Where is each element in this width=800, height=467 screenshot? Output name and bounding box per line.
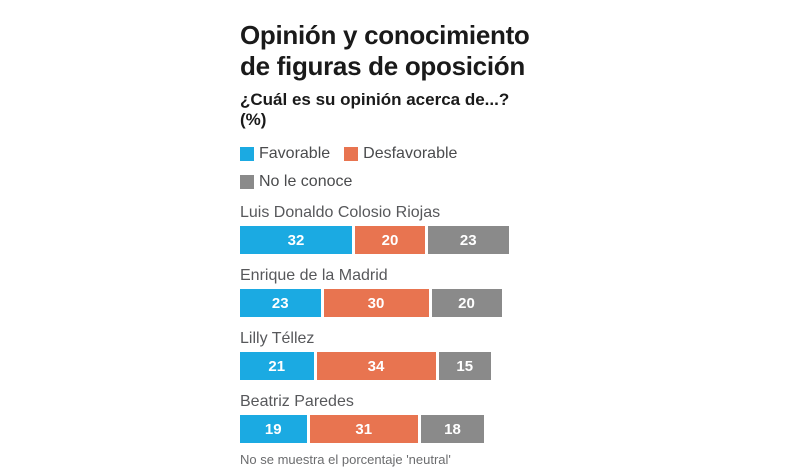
bar-value-label: 18 — [444, 420, 461, 438]
bar-segment-no-le-conoce: 23 — [428, 226, 509, 254]
chart-title-line1: Opinión y conocimiento — [240, 20, 530, 50]
bar-segment-no-le-conoce: 20 — [431, 289, 502, 317]
category-label: Luis Donaldo Colosio Riojas — [240, 204, 441, 221]
bar-value-label: 23 — [271, 294, 289, 312]
bar-group: Beatriz Paredes 19 31 18 — [240, 392, 540, 443]
bar-value-label: 20 — [458, 294, 475, 312]
bar-segment-desfavorable: 30 — [323, 289, 429, 317]
stacked-bar: 21 34 15 — [240, 352, 540, 380]
legend-label-no-le-conoce: No le conoce — [259, 173, 353, 190]
bar-group: Enrique de la Madrid 23 30 20 — [240, 266, 540, 317]
bar-value-label: 34 — [367, 357, 385, 375]
legend-item-no-le-conoce: No le conoce — [240, 173, 352, 191]
chart-canvas: Opinión y conocimiento de figuras de opo… — [240, 20, 530, 467]
bar-value-label: 32 — [287, 231, 305, 249]
legend-label-desfavorable: Desfavorable — [363, 145, 458, 162]
chart-title: Opinión y conocimiento de figuras de opo… — [240, 20, 540, 82]
category-label: Enrique de la Madrid — [240, 267, 388, 284]
stacked-bar: 19 31 18 — [240, 415, 540, 443]
bar-value-label: 19 — [264, 420, 282, 438]
bar-groups: Luis Donaldo Colosio Riojas 32 20 23 Enrique… — [240, 203, 540, 443]
legend-swatch-favorable-icon — [240, 147, 254, 161]
bar-segment-favorable: 23 — [240, 289, 321, 317]
bar-segment-no-le-conoce: 18 — [421, 415, 484, 443]
stacked-bar: 23 30 20 — [240, 289, 540, 317]
bar-value-label: 30 — [367, 294, 385, 312]
bar-segment-desfavorable: 31 — [309, 415, 418, 443]
bar-segment-favorable: 32 — [240, 226, 352, 254]
bar-value-label: 15 — [456, 357, 474, 375]
bar-group: Luis Donaldo Colosio Riojas 32 20 23 — [240, 203, 540, 254]
bar-segment-no-le-conoce: 15 — [438, 352, 491, 380]
chart-title-line2: de figuras de oposición — [240, 51, 525, 81]
legend-label-favorable: Favorable — [259, 145, 331, 162]
legend-swatch-no-le-conoce-icon — [240, 175, 254, 189]
bar-group: Lilly Téllez 21 34 15 — [240, 329, 540, 380]
chart-content: Opinión y conocimiento de figuras de opo… — [240, 20, 540, 467]
stacked-bar: 32 20 23 — [240, 226, 540, 254]
legend-row-2: No le conoce — [240, 173, 540, 191]
chart-footnote: No se muestra el porcentaje 'neutral' — [240, 452, 451, 467]
bar-value-label: 20 — [381, 231, 399, 249]
legend-swatch-desfavorable-icon — [344, 147, 359, 161]
legend-item-favorable: Favorable — [240, 145, 330, 163]
bar-segment-desfavorable: 20 — [355, 226, 425, 254]
bar-value-label: 21 — [268, 357, 286, 375]
bar-value-label: 23 — [459, 231, 477, 249]
category-label: Beatriz Paredes — [240, 393, 354, 410]
legend-item-desfavorable: Desfavorable — [344, 145, 457, 163]
bar-value-label: 31 — [355, 420, 373, 438]
bar-segment-favorable: 19 — [240, 415, 307, 443]
category-label: Lilly Téllez — [240, 330, 315, 347]
legend-row-1: Favorable Desfavorable — [240, 145, 540, 163]
bar-segment-favorable: 21 — [240, 352, 314, 380]
chart-subtitle: ¿Cuál es su opinión acerca de...? (%) — [240, 90, 510, 129]
bar-segment-desfavorable: 34 — [316, 352, 436, 380]
